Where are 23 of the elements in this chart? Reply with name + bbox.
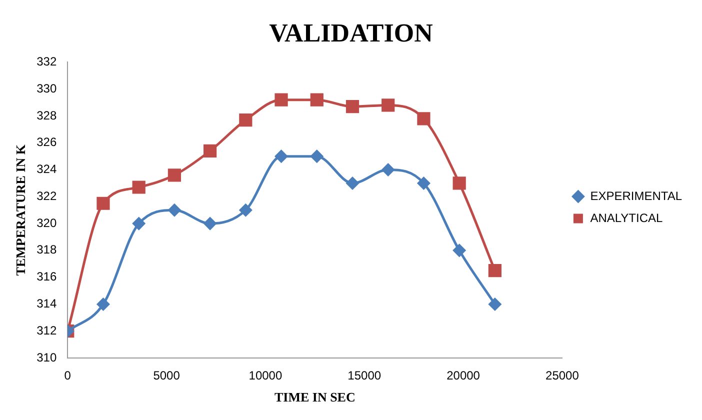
legend-label: EXPERIMENTAL	[590, 188, 682, 203]
x-axis-title: TIME IN SEC	[274, 390, 356, 405]
y-tick-label: 320	[36, 216, 57, 230]
y-axis-title: TEMPERATURE IN K	[13, 144, 28, 276]
x-tick-label: 25000	[546, 368, 580, 383]
x-tick-label: 20000	[446, 368, 480, 383]
x-tick-label: 15000	[348, 368, 382, 383]
y-tick-label: 312	[36, 323, 57, 338]
y-tick-label: 326	[36, 135, 57, 150]
y-tick-label: 332	[36, 54, 57, 69]
y-tick-label: 314	[36, 296, 57, 311]
y-tick-label: 328	[36, 108, 57, 122]
chart-title: VALIDATION	[269, 18, 434, 48]
x-tick-label: 10000	[248, 368, 282, 383]
legend-label: ANALYTICAL	[590, 210, 663, 225]
y-tick-label: 310	[36, 350, 57, 364]
x-tick-label: 5000	[153, 368, 180, 383]
x-tick-label: 0	[64, 368, 72, 383]
y-tick-label: 322	[36, 188, 57, 203]
y-tick-label: 324	[36, 162, 57, 176]
y-tick-label: 330	[36, 81, 57, 96]
y-tick-label: 316	[36, 270, 57, 284]
y-tick-label: 318	[36, 242, 57, 257]
